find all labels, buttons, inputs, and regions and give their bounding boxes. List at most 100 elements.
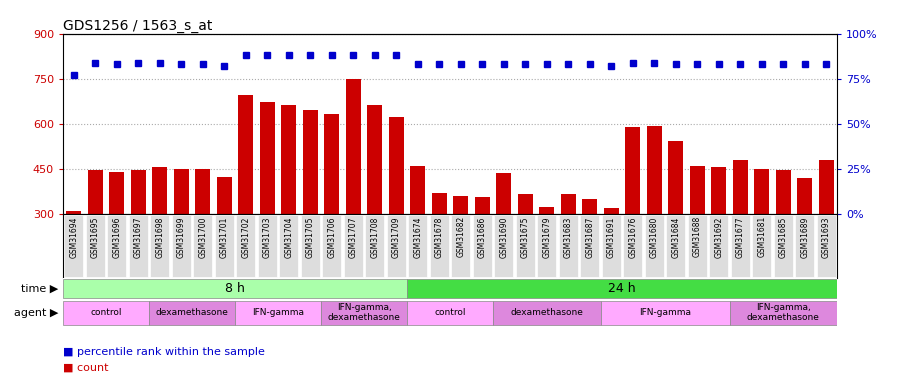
Text: ■ percentile rank within the sample: ■ percentile rank within the sample: [63, 347, 265, 357]
Bar: [260, 102, 274, 304]
FancyBboxPatch shape: [580, 215, 599, 277]
Bar: [496, 173, 511, 304]
FancyBboxPatch shape: [407, 279, 837, 298]
FancyBboxPatch shape: [236, 215, 256, 277]
Text: GSM31679: GSM31679: [543, 216, 552, 258]
Text: GSM31706: GSM31706: [328, 216, 337, 258]
Text: GSM31678: GSM31678: [435, 216, 444, 258]
Text: GSM31681: GSM31681: [757, 216, 766, 258]
Bar: [87, 170, 103, 304]
Text: GSM31685: GSM31685: [778, 216, 788, 258]
FancyBboxPatch shape: [322, 215, 341, 277]
Text: agent ▶: agent ▶: [14, 308, 58, 318]
Bar: [432, 193, 446, 304]
FancyBboxPatch shape: [408, 215, 427, 277]
Bar: [668, 141, 683, 304]
FancyBboxPatch shape: [172, 215, 191, 277]
Bar: [195, 169, 211, 304]
Bar: [733, 160, 748, 304]
Text: GSM31709: GSM31709: [392, 216, 400, 258]
Text: GSM31702: GSM31702: [241, 216, 250, 258]
FancyBboxPatch shape: [516, 215, 535, 277]
Text: IFN-gamma: IFN-gamma: [252, 308, 304, 317]
Text: GSM31691: GSM31691: [607, 216, 616, 258]
Text: GSM31677: GSM31677: [736, 216, 745, 258]
Bar: [217, 177, 232, 304]
Text: GSM31699: GSM31699: [176, 216, 185, 258]
FancyBboxPatch shape: [601, 215, 621, 277]
FancyBboxPatch shape: [774, 215, 793, 277]
Text: GSM31695: GSM31695: [91, 216, 100, 258]
FancyBboxPatch shape: [301, 215, 320, 277]
Text: GSM31697: GSM31697: [134, 216, 143, 258]
FancyBboxPatch shape: [365, 215, 384, 277]
FancyBboxPatch shape: [149, 300, 235, 325]
Bar: [604, 208, 619, 304]
Text: GSM31696: GSM31696: [112, 216, 122, 258]
FancyBboxPatch shape: [816, 215, 836, 277]
FancyBboxPatch shape: [194, 215, 212, 277]
FancyBboxPatch shape: [429, 215, 449, 277]
FancyBboxPatch shape: [214, 215, 234, 277]
Text: GSM31694: GSM31694: [69, 216, 78, 258]
Text: IFN-gamma,
dexamethasone: IFN-gamma, dexamethasone: [747, 303, 820, 322]
Text: GSM31689: GSM31689: [800, 216, 809, 258]
Text: GSM31688: GSM31688: [693, 216, 702, 258]
FancyBboxPatch shape: [63, 300, 149, 325]
Text: GSM31675: GSM31675: [521, 216, 530, 258]
Bar: [302, 110, 318, 304]
Text: GSM31701: GSM31701: [220, 216, 229, 258]
FancyBboxPatch shape: [731, 215, 750, 277]
Bar: [797, 178, 813, 304]
Text: GSM31690: GSM31690: [500, 216, 508, 258]
FancyBboxPatch shape: [537, 215, 556, 277]
Bar: [367, 105, 382, 304]
Text: GSM31674: GSM31674: [413, 216, 422, 258]
Text: GSM31708: GSM31708: [370, 216, 379, 258]
Text: GSM31676: GSM31676: [628, 216, 637, 258]
Bar: [711, 167, 726, 304]
FancyBboxPatch shape: [472, 215, 492, 277]
Bar: [281, 105, 296, 304]
Text: GSM31682: GSM31682: [456, 216, 465, 258]
FancyBboxPatch shape: [257, 215, 277, 277]
Bar: [626, 127, 640, 304]
Bar: [647, 126, 662, 304]
FancyBboxPatch shape: [344, 215, 363, 277]
Bar: [109, 172, 124, 304]
Text: time ▶: time ▶: [22, 284, 58, 293]
FancyBboxPatch shape: [559, 215, 578, 277]
Text: 8 h: 8 h: [225, 282, 245, 295]
FancyBboxPatch shape: [86, 215, 105, 277]
Bar: [754, 169, 770, 304]
Text: dexamethasone: dexamethasone: [156, 308, 229, 317]
Text: control: control: [90, 308, 122, 317]
Bar: [819, 160, 833, 304]
FancyBboxPatch shape: [321, 300, 407, 325]
FancyBboxPatch shape: [688, 215, 706, 277]
FancyBboxPatch shape: [451, 215, 471, 277]
Bar: [561, 195, 576, 304]
FancyBboxPatch shape: [150, 215, 169, 277]
Bar: [454, 196, 468, 304]
FancyBboxPatch shape: [493, 300, 600, 325]
Bar: [67, 211, 81, 304]
Text: GSM31700: GSM31700: [198, 216, 207, 258]
Bar: [582, 199, 598, 304]
Text: GSM31680: GSM31680: [650, 216, 659, 258]
Text: control: control: [435, 308, 466, 317]
Bar: [776, 170, 791, 304]
FancyBboxPatch shape: [752, 215, 771, 277]
FancyBboxPatch shape: [644, 215, 664, 277]
Text: GSM31687: GSM31687: [585, 216, 594, 258]
FancyBboxPatch shape: [107, 215, 126, 277]
FancyBboxPatch shape: [730, 300, 837, 325]
Bar: [324, 114, 339, 305]
Bar: [152, 167, 167, 304]
Bar: [174, 169, 189, 304]
Bar: [689, 166, 705, 304]
Text: GSM31698: GSM31698: [156, 216, 165, 258]
Bar: [410, 166, 426, 304]
Text: GSM31683: GSM31683: [563, 216, 572, 258]
Bar: [130, 170, 146, 304]
